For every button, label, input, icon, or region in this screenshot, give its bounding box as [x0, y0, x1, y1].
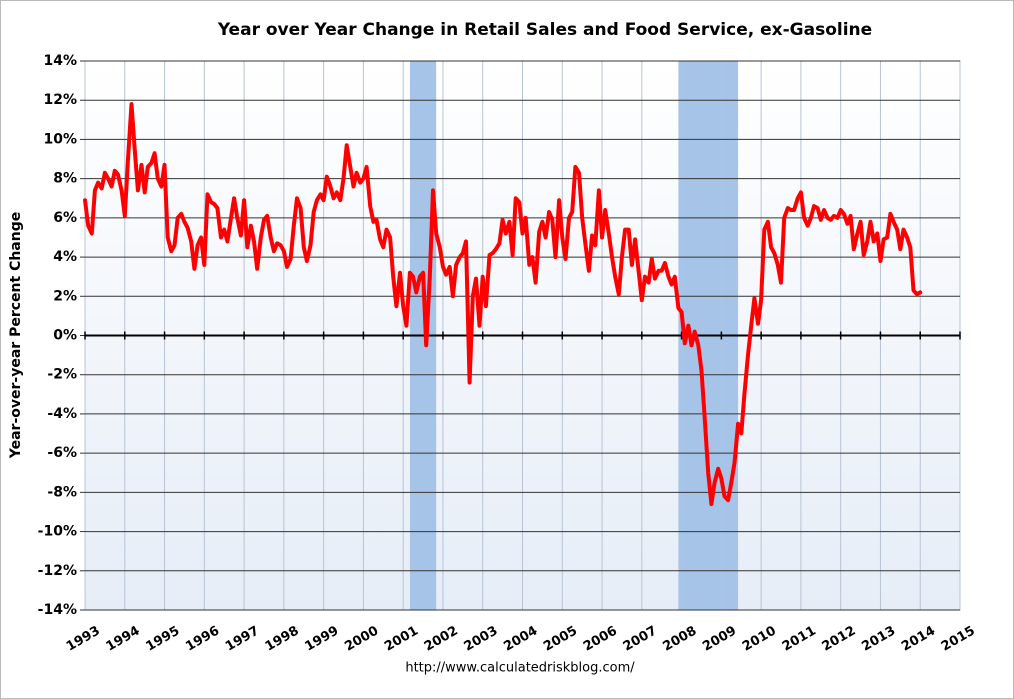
y-tick-label: 4% — [53, 249, 77, 265]
y-tick-label: 10% — [43, 131, 77, 147]
y-tick-label: -8% — [47, 484, 77, 500]
y-tick-label: -14% — [38, 602, 77, 618]
y-tick-label: 6% — [53, 210, 77, 226]
y-tick-label: -6% — [47, 445, 77, 461]
y-tick-label: -4% — [47, 406, 77, 422]
y-tick-label: 12% — [43, 92, 77, 108]
y-axis-label: Year-over-year Percent Change — [8, 212, 24, 459]
chart-title: Year over Year Change in Retail Sales an… — [217, 20, 872, 40]
y-tick-label: 0% — [53, 328, 77, 344]
y-tick-label: 8% — [53, 171, 77, 187]
y-tick-label: -12% — [38, 563, 77, 579]
y-tick-label: 2% — [53, 288, 77, 304]
y-tick-label: 14% — [43, 53, 77, 69]
y-tick-label: -2% — [47, 367, 77, 383]
data-line — [83, 102, 923, 507]
y-tick-label: -10% — [38, 524, 77, 540]
source: http://www.calculatedriskblog.com/ — [405, 661, 635, 676]
